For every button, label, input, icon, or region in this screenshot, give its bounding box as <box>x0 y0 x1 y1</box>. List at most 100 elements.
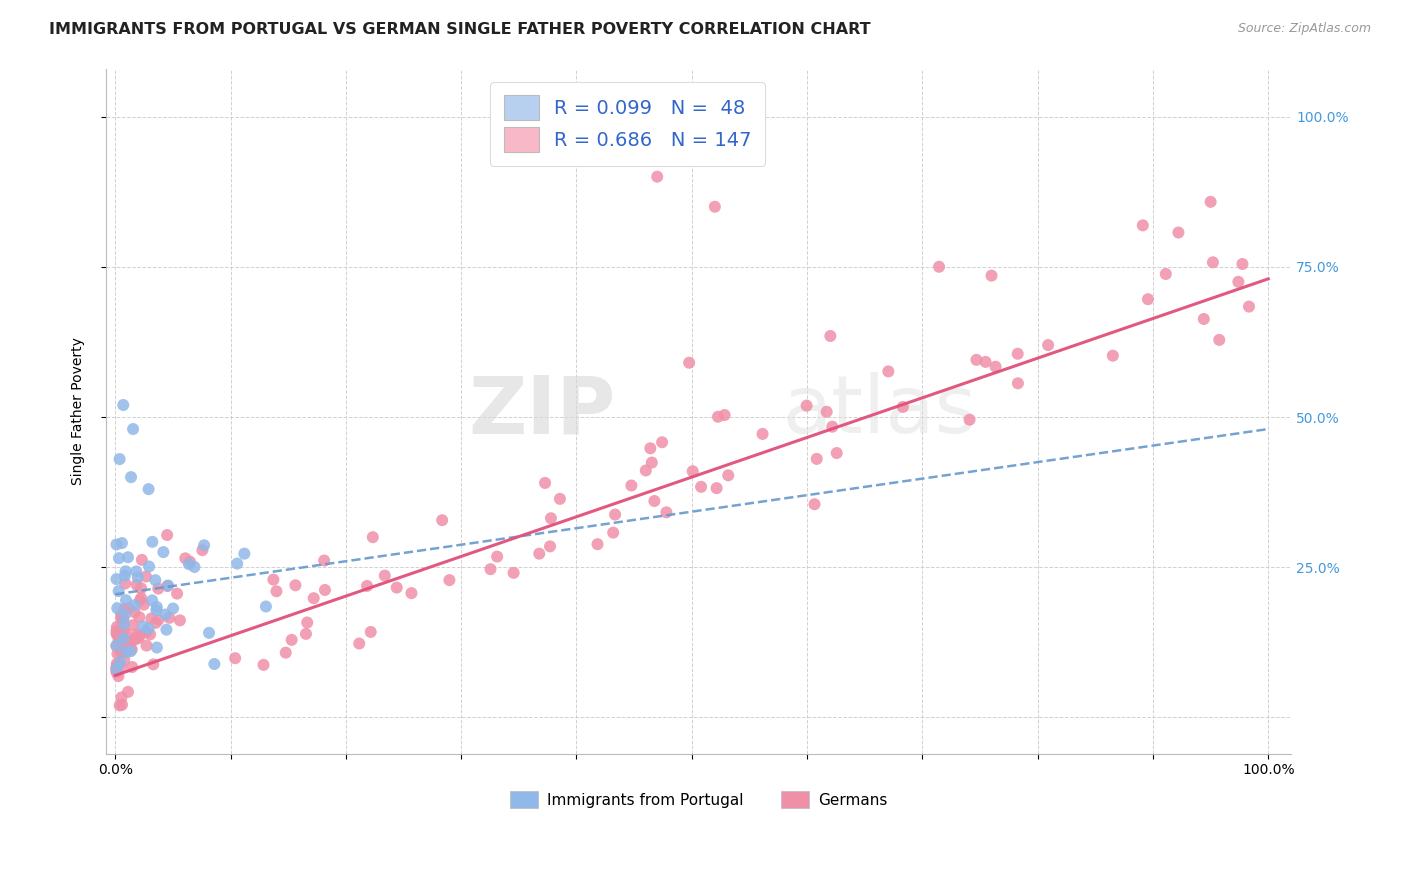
Point <box>374 568 396 582</box>
Point <box>682 464 704 478</box>
Point <box>110 611 132 625</box>
Point <box>125 632 148 647</box>
Point <box>538 540 561 554</box>
Point <box>145 603 167 617</box>
Point <box>124 598 146 612</box>
Point <box>295 627 318 641</box>
Point <box>1237 300 1260 314</box>
Point <box>361 530 384 544</box>
Point <box>112 398 135 412</box>
Text: IMMIGRANTS FROM PORTUGAL VS GERMAN SINGLE FATHER POVERTY CORRELATION CHART: IMMIGRANTS FROM PORTUGAL VS GERMAN SINGL… <box>49 22 870 37</box>
Point <box>486 549 509 564</box>
Point <box>141 611 163 625</box>
Text: atlas: atlas <box>782 372 976 450</box>
Point <box>1007 347 1029 361</box>
Point <box>179 555 201 569</box>
Point <box>107 632 129 647</box>
Point <box>1136 292 1159 306</box>
Point <box>183 560 205 574</box>
Point <box>191 543 214 558</box>
Point <box>128 610 150 624</box>
Point <box>108 551 131 566</box>
Point <box>640 442 662 456</box>
Point <box>266 584 288 599</box>
Point <box>825 446 848 460</box>
Point <box>129 582 152 596</box>
Point <box>114 607 136 622</box>
Point <box>314 553 336 567</box>
Point <box>105 662 128 676</box>
Point <box>385 581 408 595</box>
Point <box>820 329 842 343</box>
Point <box>156 579 179 593</box>
Point <box>135 569 157 583</box>
Point <box>643 494 665 508</box>
Point <box>108 452 131 467</box>
Point <box>706 481 728 495</box>
Point <box>202 657 225 671</box>
Point <box>105 537 128 551</box>
Point <box>105 657 128 671</box>
Point <box>262 573 284 587</box>
Point <box>233 547 256 561</box>
Point <box>1192 312 1215 326</box>
Point <box>284 578 307 592</box>
Point <box>347 636 370 650</box>
Point <box>1232 257 1254 271</box>
Point <box>148 613 170 627</box>
Point <box>534 475 557 490</box>
Point <box>146 640 169 655</box>
Point <box>586 537 609 551</box>
Point <box>980 268 1002 283</box>
Point <box>107 584 129 599</box>
Point <box>112 624 135 639</box>
Point <box>105 624 128 638</box>
Legend: Immigrants from Portugal, Germans: Immigrants from Portugal, Germans <box>503 784 894 814</box>
Point <box>110 660 132 674</box>
Point <box>114 576 136 591</box>
Point <box>529 547 551 561</box>
Point <box>125 578 148 592</box>
Point <box>169 613 191 627</box>
Point <box>152 545 174 559</box>
Point <box>132 598 155 612</box>
Point <box>162 601 184 615</box>
Point <box>110 633 132 648</box>
Point <box>177 557 200 571</box>
Point <box>124 605 146 619</box>
Point <box>129 593 152 607</box>
Point <box>110 607 132 622</box>
Point <box>105 639 128 653</box>
Point <box>107 669 129 683</box>
Point <box>974 355 997 369</box>
Point <box>877 364 900 378</box>
Point <box>959 412 981 426</box>
Point <box>105 660 128 674</box>
Point <box>928 260 950 274</box>
Point <box>690 480 713 494</box>
Point <box>295 615 318 630</box>
Point <box>105 627 128 641</box>
Point <box>111 536 134 550</box>
Point <box>115 645 138 659</box>
Point <box>145 615 167 630</box>
Point <box>703 200 725 214</box>
Point <box>891 400 914 414</box>
Point <box>117 637 139 651</box>
Point <box>110 690 132 705</box>
Point <box>751 426 773 441</box>
Point <box>502 566 524 580</box>
Point <box>107 647 129 661</box>
Point <box>125 565 148 579</box>
Point <box>155 607 177 622</box>
Point <box>717 468 740 483</box>
Point <box>127 570 149 584</box>
Point <box>620 478 643 492</box>
Point <box>114 645 136 659</box>
Y-axis label: Single Father Poverty: Single Father Poverty <box>72 337 86 485</box>
Point <box>1202 255 1225 269</box>
Point <box>174 551 197 566</box>
Point <box>226 557 249 571</box>
Point <box>114 565 136 579</box>
Point <box>984 359 1007 374</box>
